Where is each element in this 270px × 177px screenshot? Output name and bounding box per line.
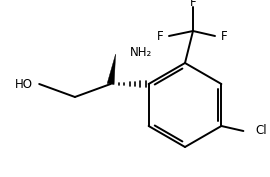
Polygon shape [107, 54, 116, 85]
Text: Cl: Cl [255, 124, 267, 138]
Text: NH₂: NH₂ [130, 45, 152, 59]
Text: F: F [156, 30, 163, 42]
Text: HO: HO [15, 78, 33, 90]
Text: F: F [221, 30, 228, 42]
Text: F: F [190, 0, 196, 8]
